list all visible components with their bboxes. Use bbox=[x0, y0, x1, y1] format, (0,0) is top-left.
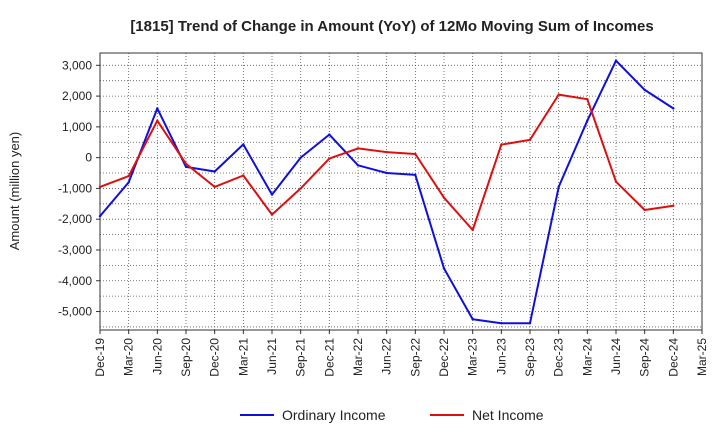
ordinary-income-point bbox=[557, 185, 560, 189]
ordinary-income-point bbox=[184, 165, 188, 169]
net-income-point bbox=[270, 213, 274, 216]
net-income-point bbox=[328, 157, 331, 160]
net-income-point bbox=[500, 143, 503, 146]
legend-label-ordinary-income: Ordinary Income bbox=[282, 407, 386, 423]
y-tick-label: -3,000 bbox=[58, 243, 92, 257]
x-tick-label: Jun-20 bbox=[150, 338, 164, 375]
ordinary-income-point bbox=[356, 164, 360, 167]
net-income-point bbox=[471, 228, 474, 232]
x-tick-label: Jun-24 bbox=[609, 338, 623, 375]
net-income-point bbox=[213, 185, 216, 189]
x-tick-label: Mar-20 bbox=[122, 338, 136, 376]
x-tick-label: Dec-20 bbox=[208, 338, 222, 377]
net-income-point bbox=[442, 196, 446, 199]
ordinary-income-point bbox=[500, 322, 503, 325]
x-tick-label: Jun-22 bbox=[380, 338, 394, 375]
y-tick-label: 2,000 bbox=[62, 89, 92, 103]
x-tick-label: Mar-23 bbox=[466, 338, 480, 376]
ordinary-income-point bbox=[672, 107, 675, 110]
net-income-point bbox=[98, 185, 102, 189]
x-tick-label: Jun-23 bbox=[494, 338, 508, 375]
net-income-point bbox=[643, 208, 646, 212]
ordinary-income-point bbox=[328, 133, 331, 136]
y-tick-label: -2,000 bbox=[58, 212, 92, 226]
y-tick-label: -4,000 bbox=[58, 274, 92, 288]
y-tick-label: 1,000 bbox=[62, 120, 92, 134]
ordinary-income-point bbox=[586, 119, 589, 122]
net-income-point bbox=[672, 204, 675, 207]
x-tick-label: Sep-22 bbox=[408, 338, 422, 377]
net-income-point bbox=[356, 147, 360, 150]
ordinary-income-point bbox=[242, 143, 245, 146]
x-tick-label: Sep-21 bbox=[294, 338, 308, 377]
ordinary-income-point bbox=[614, 59, 618, 62]
x-tick-label: Dec-21 bbox=[322, 338, 336, 377]
x-tick-label: Sep-23 bbox=[523, 338, 537, 377]
chart-title: [1815] Trend of Change in Amount (YoY) o… bbox=[130, 18, 653, 35]
net-income-point bbox=[242, 174, 245, 177]
x-tick-label: Dec-23 bbox=[552, 338, 566, 377]
net-income-point bbox=[586, 97, 589, 101]
x-tick-label: Dec-24 bbox=[666, 338, 680, 377]
ordinary-income-point bbox=[213, 170, 216, 173]
x-tick-label: Mar-25 bbox=[695, 338, 709, 376]
x-tick-label: Mar-24 bbox=[580, 338, 594, 376]
y-axis-label: Amount (million yen) bbox=[7, 132, 22, 251]
net-income-point bbox=[385, 150, 388, 154]
x-tick-label: Dec-22 bbox=[437, 338, 451, 377]
ordinary-income-point bbox=[156, 107, 159, 110]
legend-item-ordinary-income: Ordinary Income bbox=[240, 407, 386, 423]
legend-item-net-income: Net Income bbox=[430, 407, 544, 423]
ordinary-income-point bbox=[528, 322, 532, 325]
plot-frame bbox=[99, 52, 703, 331]
ordinary-income-point bbox=[442, 267, 446, 270]
x-tick-label: Sep-24 bbox=[638, 338, 652, 377]
net-income-point bbox=[184, 162, 188, 165]
plot-area: 3,000 2,000 1,000 0 -1,000 -2,000 -3,000 -4,000… bbox=[58, 52, 709, 377]
y-tick-label: -5,000 bbox=[58, 305, 92, 319]
ordinary-income-point bbox=[385, 171, 388, 175]
net-income-point bbox=[127, 174, 130, 178]
y-tick-label: 0 bbox=[85, 151, 92, 165]
ordinary-income-point bbox=[98, 214, 102, 218]
y-tick-label: -1,000 bbox=[58, 181, 92, 195]
net-income-point bbox=[156, 119, 159, 122]
plot-background bbox=[100, 53, 702, 330]
net-income-point bbox=[414, 152, 417, 156]
ordinary-income-point bbox=[299, 156, 302, 159]
x-tick-label: Dec-19 bbox=[93, 338, 107, 377]
legend: Ordinary Income Net Income bbox=[240, 407, 544, 423]
net-income-point bbox=[528, 138, 532, 141]
x-tick-label: Jun-21 bbox=[265, 338, 279, 375]
ordinary-income-point bbox=[127, 181, 130, 184]
x-tick-label: Sep-20 bbox=[179, 338, 193, 377]
ordinary-income-point bbox=[414, 173, 417, 177]
net-income-point bbox=[614, 180, 618, 183]
legend-label-net-income: Net Income bbox=[472, 407, 544, 423]
y-tick-label: 3,000 bbox=[62, 58, 92, 72]
x-tick-label: Mar-22 bbox=[351, 338, 365, 376]
x-tick-label: Mar-21 bbox=[236, 338, 250, 376]
ordinary-income-point bbox=[471, 318, 474, 321]
ordinary-income-point bbox=[270, 193, 274, 196]
net-income-point bbox=[299, 187, 302, 190]
net-income-point bbox=[557, 93, 560, 96]
ordinary-income-point bbox=[643, 88, 646, 92]
